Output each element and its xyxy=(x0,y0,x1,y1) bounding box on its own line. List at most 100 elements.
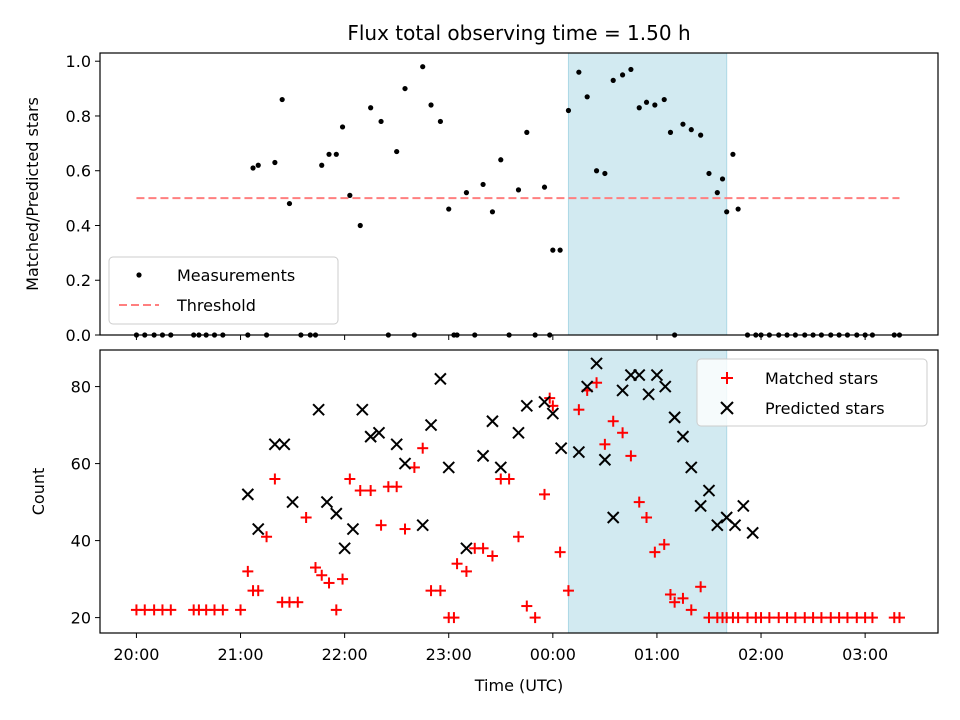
legend-predicted-marker xyxy=(720,401,734,415)
measurement-point xyxy=(550,247,556,253)
predicted-star-point xyxy=(607,511,620,524)
top-panel: 0.0 0.2 0.4 0.6 0.8 1.0 Matched/Predicted sta… xyxy=(23,52,939,345)
matched-star-point xyxy=(235,604,247,616)
bottom-x-tick-label: 20:00 xyxy=(113,645,159,664)
matched-star-point xyxy=(316,569,328,581)
top-y-axis-label: Matched/Predicted stars xyxy=(23,97,42,291)
predicted-star-point xyxy=(616,384,629,397)
predicted-star-point xyxy=(650,368,664,382)
predicted-star-point xyxy=(728,518,742,532)
measurement-point xyxy=(480,181,486,188)
legend-matched-marker xyxy=(721,372,733,384)
measurement-point xyxy=(719,176,726,182)
measurement-point xyxy=(524,129,530,135)
measurement-point xyxy=(378,118,384,125)
matched-star-point xyxy=(375,519,387,531)
predicted-star-point xyxy=(590,357,603,370)
predicted-star-point xyxy=(372,426,386,439)
matched-star-point xyxy=(789,612,801,624)
chart-title: Flux total observing time = 1.50 h xyxy=(347,21,690,45)
predicted-star-point xyxy=(312,403,325,416)
legend-measurements-label: Measurements xyxy=(177,266,295,285)
measurement-point xyxy=(489,209,496,215)
matched-star-point xyxy=(512,531,524,543)
predicted-star-point xyxy=(512,426,525,439)
matched-star-point xyxy=(573,404,585,416)
measurement-point xyxy=(347,192,353,198)
measurement-point xyxy=(698,132,704,138)
legend-measurements-marker xyxy=(136,272,142,278)
matched-star-point xyxy=(591,377,603,389)
predicted-star-point xyxy=(364,430,377,443)
measurement-point xyxy=(714,190,720,196)
bottom-x-tick-label: 21:00 xyxy=(217,645,263,664)
matched-star-point xyxy=(554,546,566,558)
matched-star-point xyxy=(539,488,551,500)
matched-star-point xyxy=(649,546,661,558)
bottom-y-tick-label: 20 xyxy=(71,609,91,628)
matched-star-point xyxy=(460,565,472,577)
measurement-point xyxy=(394,148,400,155)
predicted-star-point xyxy=(486,415,499,428)
matched-stars-points xyxy=(130,377,905,624)
predicted-star-point xyxy=(598,453,612,466)
legend-top-box xyxy=(108,256,339,325)
matched-star-point xyxy=(269,473,281,485)
predicted-star-point xyxy=(346,522,360,536)
top-y-tick-label: 0.8 xyxy=(66,107,91,126)
measurement-point xyxy=(628,66,634,73)
measurement-point xyxy=(706,170,712,177)
measurement-point xyxy=(602,170,608,177)
matched-star-point xyxy=(893,612,905,624)
matched-star-point xyxy=(664,588,676,600)
measurement-point xyxy=(688,127,694,133)
predicted-star-point xyxy=(252,522,265,536)
measurement-point xyxy=(593,168,600,174)
bottom-x-tick-label: 00:00 xyxy=(530,645,576,664)
bottom-y-tick-label: 80 xyxy=(71,378,91,397)
predicted-star-point xyxy=(330,507,343,520)
top-y-ticks: 0.0 0.2 0.4 0.6 0.8 1.0 xyxy=(66,52,100,345)
predicted-star-point xyxy=(241,488,255,501)
matched-star-point xyxy=(323,577,335,589)
matched-star-point xyxy=(815,612,827,624)
matched-star-point xyxy=(292,596,304,608)
matched-star-point xyxy=(252,585,264,597)
predicted-star-point xyxy=(694,499,707,513)
bottom-y-tick-label: 40 xyxy=(71,532,91,551)
matched-star-point xyxy=(503,473,515,485)
bottom-x-tick-label: 23:00 xyxy=(426,645,472,664)
predicted-star-point xyxy=(494,461,507,474)
matched-star-point xyxy=(309,562,321,574)
matched-star-point xyxy=(448,612,460,624)
predicted-star-point xyxy=(702,484,716,497)
predicted-star-point xyxy=(356,403,369,416)
matched-star-point xyxy=(477,542,489,554)
predicted-star-point xyxy=(390,438,403,451)
matched-star-point xyxy=(330,604,342,616)
legend-predicted-label: Predicted stars xyxy=(765,399,885,418)
measurement-point xyxy=(498,157,504,163)
matched-star-point xyxy=(300,511,312,523)
measurement-point xyxy=(357,222,363,229)
predicted-star-point xyxy=(520,399,534,413)
matched-star-point xyxy=(139,604,151,616)
predicted-stars-points xyxy=(241,357,759,555)
predicted-star-point xyxy=(546,407,560,420)
bottom-y-axis-label: Count xyxy=(29,468,48,516)
matched-star-point xyxy=(408,461,420,473)
legend-threshold-label: Threshold xyxy=(176,296,256,315)
top-axes-frame xyxy=(99,52,939,336)
matched-star-point xyxy=(607,415,619,427)
matched-star-point xyxy=(633,496,645,508)
matched-star-point xyxy=(344,473,356,485)
measurement-point xyxy=(661,96,667,103)
predicted-star-point xyxy=(711,518,724,532)
measurement-point xyxy=(446,206,452,212)
predicted-star-point xyxy=(668,411,681,424)
predicted-star-point xyxy=(442,461,455,474)
bottom-axes-frame xyxy=(99,349,939,634)
top-y-tick-label: 0.0 xyxy=(66,326,91,345)
measurement-point xyxy=(428,102,434,108)
